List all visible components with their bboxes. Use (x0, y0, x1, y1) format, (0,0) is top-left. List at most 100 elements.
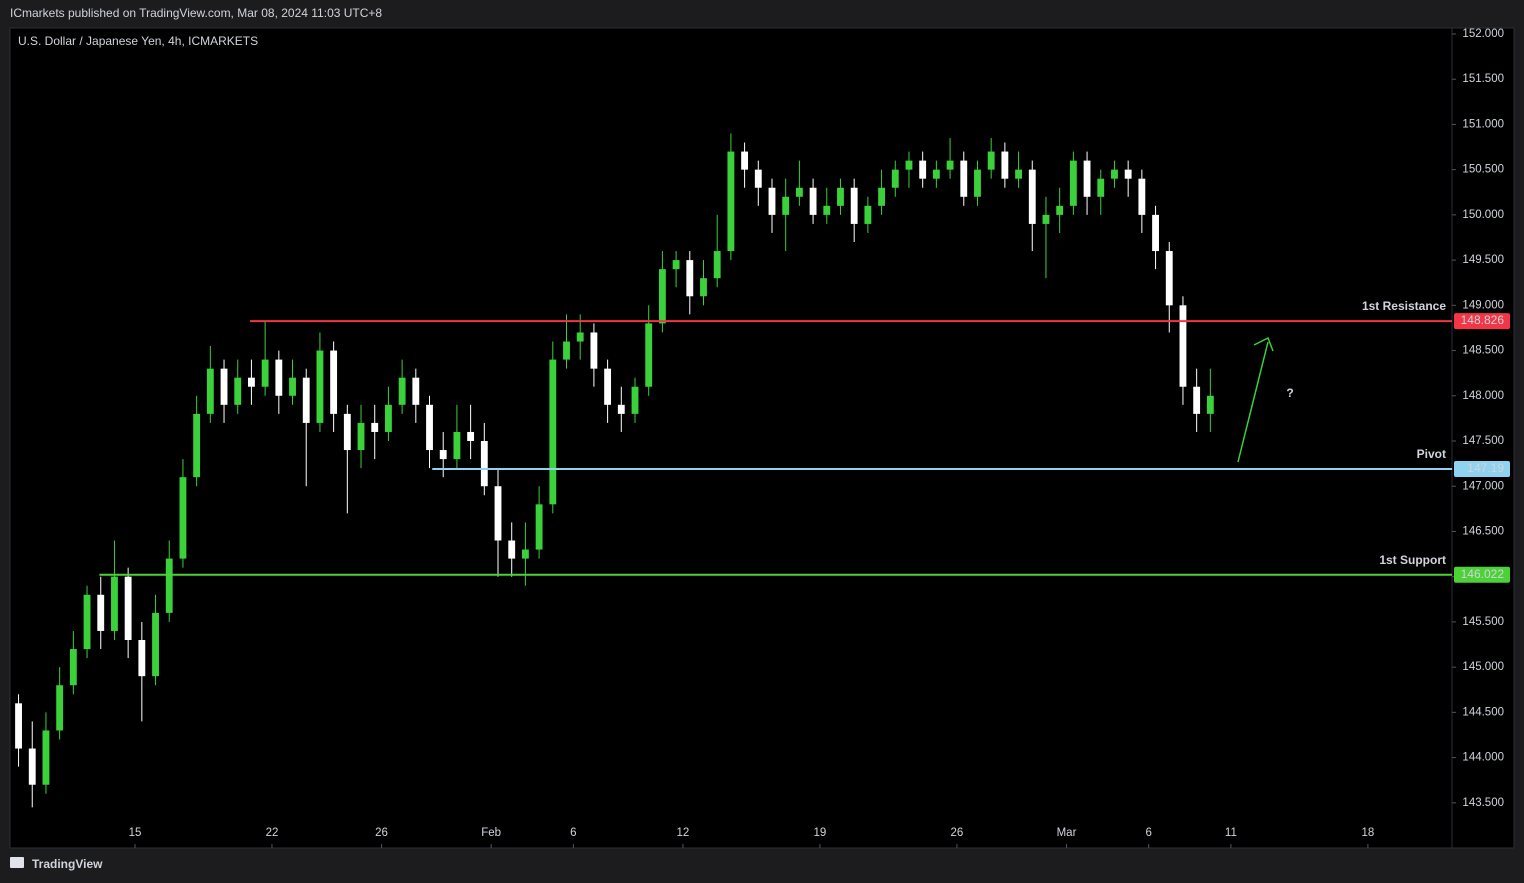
y-tick-label: 147.500 (1462, 435, 1504, 447)
candle-body (193, 413, 201, 478)
candle-body (1015, 169, 1022, 179)
arrow-shaft (1237, 341, 1269, 463)
candle-body (891, 169, 899, 188)
candle-body (631, 386, 639, 414)
candle-body (604, 368, 612, 405)
candle-body (1193, 386, 1201, 414)
y-tick-label: 145.000 (1462, 661, 1504, 673)
candle-body (837, 187, 844, 206)
candle-body (754, 169, 762, 188)
candle-body (617, 404, 625, 414)
candle-body (412, 377, 420, 405)
y-tick-label: 144.500 (1462, 706, 1504, 718)
price-box (1454, 461, 1510, 478)
x-tick-label: 22 (266, 827, 279, 839)
y-tick-label: 143.500 (1462, 797, 1504, 809)
candle-body (234, 377, 242, 405)
y-tick-label: 151.000 (1462, 118, 1504, 130)
y-tick-label: 151.500 (1462, 73, 1504, 85)
x-tick-label: 26 (375, 827, 388, 839)
candle-body (795, 187, 803, 197)
footer: TradingView (32, 857, 103, 871)
candle-body (919, 160, 927, 179)
candle-body (1165, 251, 1173, 306)
candle-body (946, 160, 954, 170)
candle-body (467, 431, 475, 442)
candle-body (42, 730, 50, 785)
level-label: 1st Resistance (1362, 299, 1446, 313)
x-tick-label: Mar (1057, 827, 1077, 839)
candle-body (124, 576, 132, 640)
y-tick-label: 148.500 (1462, 345, 1504, 357)
candle-body (69, 649, 77, 686)
candle-body (987, 151, 995, 170)
candle-body (179, 477, 187, 559)
candle-body (138, 640, 146, 677)
candle-body (932, 169, 940, 179)
candle-body (453, 431, 461, 460)
candle-body (727, 151, 735, 252)
candle-body (974, 169, 981, 197)
level-label: 1st Support (1379, 553, 1446, 567)
price-box (1454, 566, 1510, 583)
candle-body (316, 350, 324, 423)
candle-body (480, 441, 488, 487)
price-box-label: 146.022 (1461, 567, 1505, 581)
y-tick-label: 146.500 (1462, 525, 1504, 537)
candle-body (289, 377, 296, 396)
candle-body (261, 359, 269, 387)
candle-body (1138, 178, 1146, 215)
x-tick-label: Feb (481, 827, 501, 839)
candle-body (713, 251, 721, 279)
y-tick-label: 150.500 (1462, 164, 1504, 176)
x-tick-label: 12 (677, 827, 690, 839)
candle-body (590, 332, 598, 369)
candle-body (371, 422, 379, 432)
y-tick-label: 150.000 (1462, 209, 1504, 221)
candle-body (672, 260, 680, 270)
candle-body (384, 404, 392, 432)
price-box (1454, 313, 1510, 330)
candle-body (343, 413, 351, 451)
arrow-head (1253, 336, 1274, 352)
price-box-label: 147.19 (1467, 461, 1504, 475)
candle-body (782, 196, 790, 215)
y-tick-label: 147.000 (1462, 480, 1504, 492)
candle-body (330, 350, 338, 414)
x-tick-label: 6 (570, 827, 576, 839)
candle-body (645, 323, 653, 387)
header: ICmarkets published on TradingView.com, … (10, 6, 382, 20)
candle-body (15, 703, 22, 749)
candle-body (494, 486, 502, 541)
candle-body (686, 260, 694, 297)
candle-body (1028, 169, 1036, 224)
candle-body (275, 359, 283, 396)
candle-body (111, 576, 118, 631)
candle-body (864, 205, 872, 224)
chart-frame (9, 27, 1515, 849)
candle-body (206, 368, 214, 414)
candle-body (700, 278, 707, 297)
candle-body (439, 450, 447, 460)
candle-body (1097, 178, 1105, 197)
logo (10, 857, 24, 868)
candle-body (83, 594, 91, 650)
candle-body (56, 685, 64, 731)
candle-body (535, 504, 543, 550)
candle-body (850, 187, 858, 224)
x-tick-label: 26 (951, 827, 964, 839)
candle-body (1206, 395, 1214, 414)
candle-body (658, 269, 666, 324)
candle-body (398, 377, 406, 405)
candle-body (1179, 305, 1187, 387)
price-box-label: 148.826 (1461, 313, 1505, 327)
candle-body (1111, 169, 1118, 179)
annotation: ? (1286, 386, 1293, 400)
candle-body (302, 377, 310, 423)
candle-body (28, 748, 36, 785)
y-tick-label: 144.000 (1462, 752, 1504, 764)
candle-body (521, 549, 529, 559)
y-tick-label: 145.500 (1462, 616, 1504, 628)
